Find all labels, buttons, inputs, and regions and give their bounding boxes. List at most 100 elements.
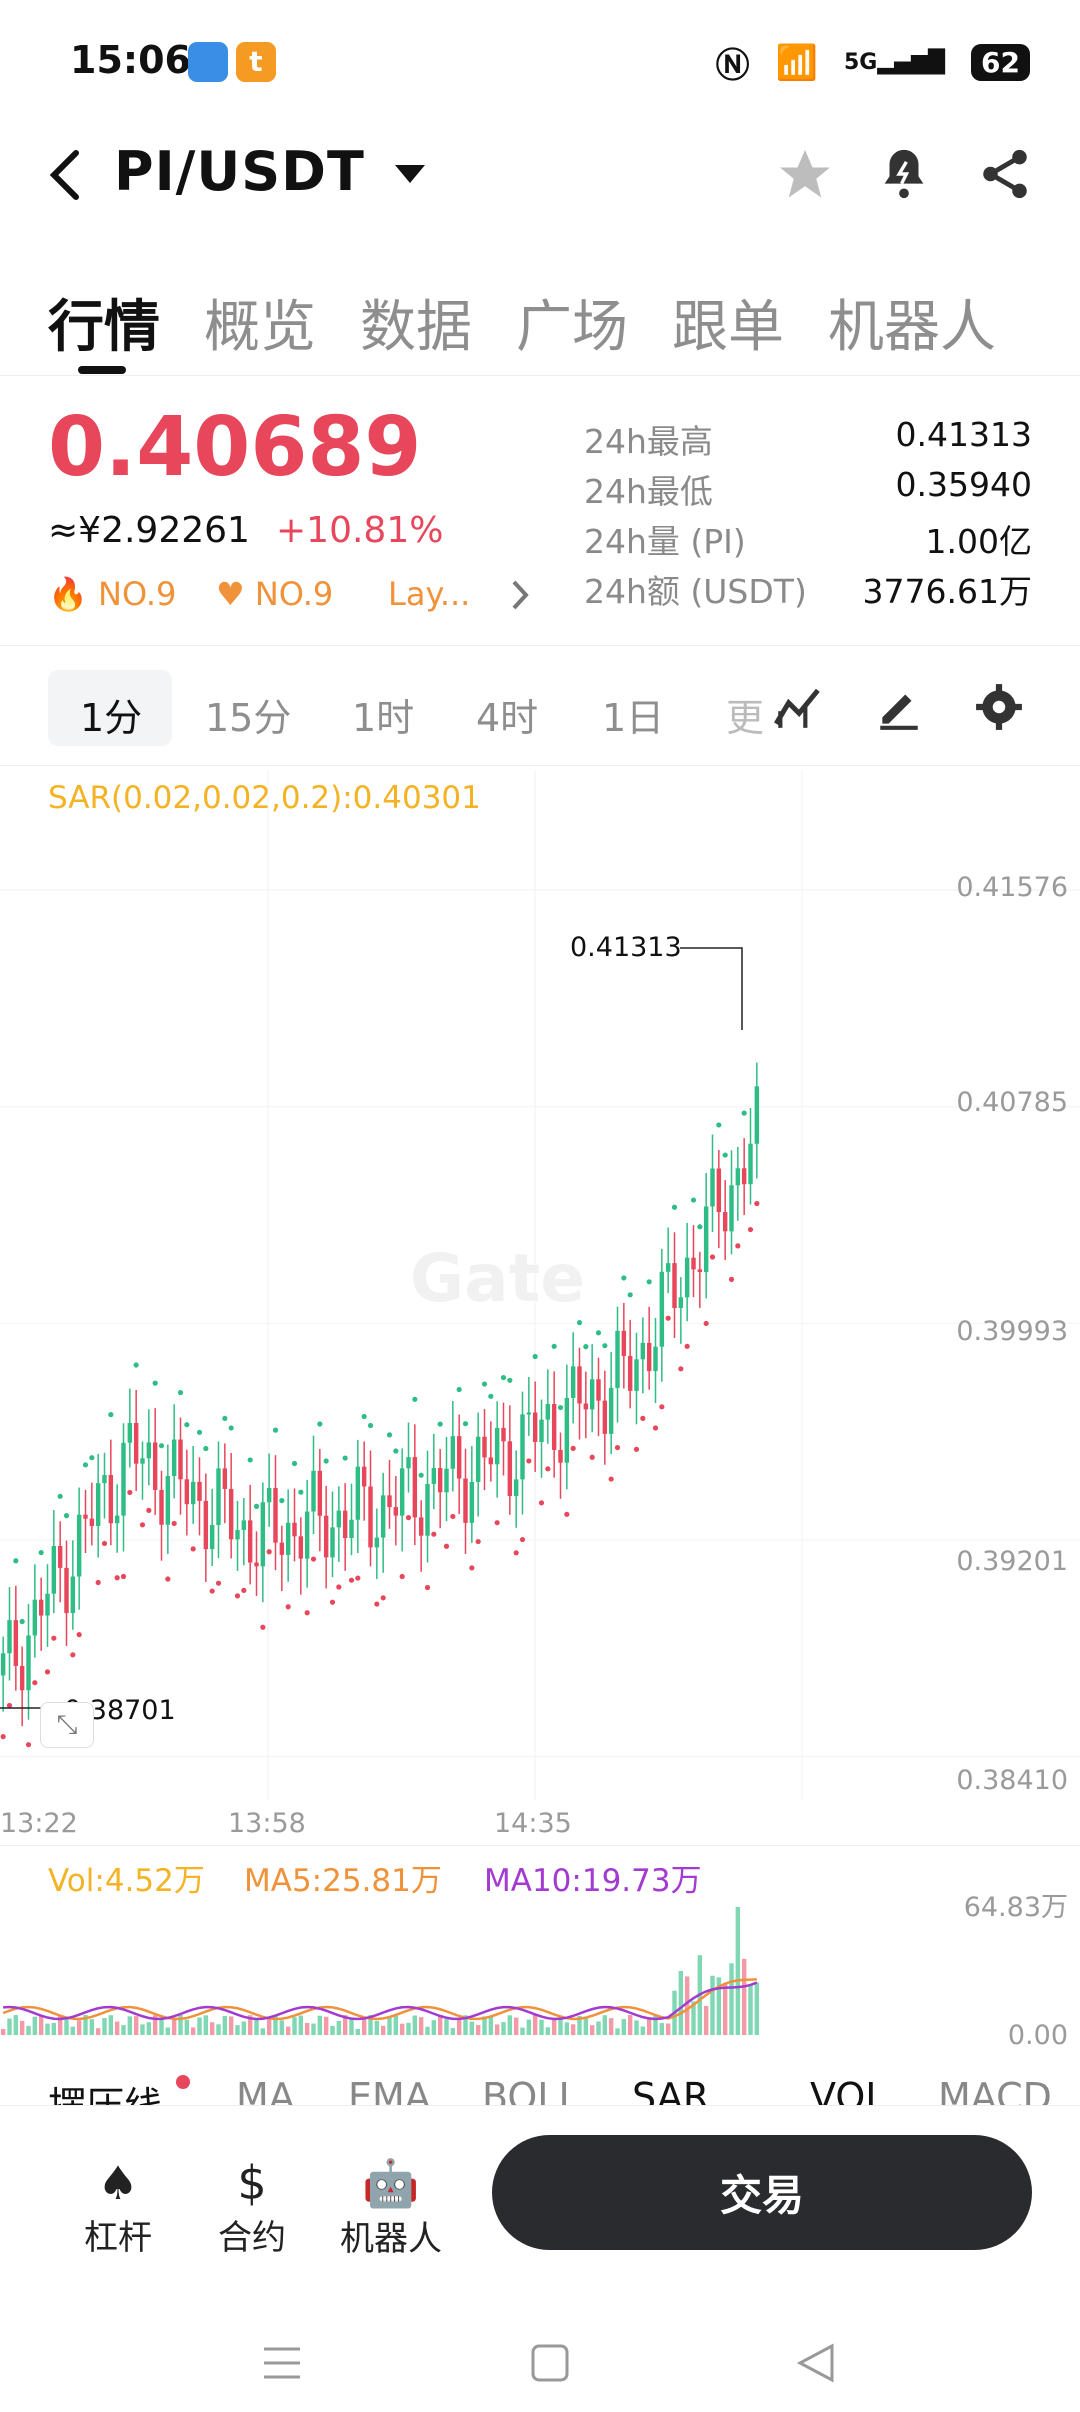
sar-dot — [279, 1498, 285, 1504]
candle-body — [368, 1486, 373, 1548]
pair-selector[interactable]: PI/USDT — [114, 140, 425, 203]
chevron-right-icon[interactable] — [508, 578, 532, 612]
indicator-tab[interactable]: EMA — [348, 2075, 431, 2105]
candle-body — [583, 1403, 589, 1410]
volume-bar — [716, 1977, 722, 2035]
status-time: 15:06 — [70, 38, 191, 82]
volume-bar — [19, 2020, 25, 2035]
futures-button[interactable]: $ 合约 — [212, 2156, 292, 2259]
candle-body — [38, 1599, 44, 1616]
star-icon[interactable] — [775, 145, 835, 205]
status-bar: 15:06 t Ⓝ 📶 5G▂▄▆█ 62 — [0, 0, 1080, 130]
sar-dot — [355, 1575, 361, 1581]
chart-watermark: Gate — [410, 1240, 586, 1317]
volume-bar — [45, 2023, 50, 2035]
sar-dot — [462, 1421, 469, 1427]
tab-market[interactable]: 行情 — [48, 295, 160, 360]
tab-indicator — [78, 366, 126, 374]
stat-value: 0.41313 — [895, 415, 1032, 454]
interval-4h[interactable]: 4时 — [476, 696, 539, 740]
candle-body — [691, 1257, 696, 1270]
indicator-tab[interactable]: SAR — [632, 2075, 710, 2105]
indicator-tab[interactable]: MA — [236, 2075, 295, 2105]
candle-body — [102, 1475, 107, 1484]
indicator-tab[interactable]: VOL — [810, 2075, 887, 2105]
alert-bell-icon[interactable] — [875, 145, 933, 203]
rank-badge-fav[interactable]: ♥ NO.9 — [216, 575, 334, 613]
tab-bot[interactable]: 机器人 — [828, 295, 996, 360]
sar-dot — [184, 1422, 190, 1428]
menu-icon[interactable] — [262, 2345, 302, 2381]
indicator-icon[interactable] — [772, 682, 822, 732]
candlestick-chart[interactable] — [0, 770, 1080, 1835]
home-icon[interactable] — [530, 2343, 570, 2383]
interval-1m[interactable]: 1分 — [80, 696, 143, 740]
draw-pencil-icon[interactable] — [874, 682, 924, 732]
indicator-tab[interactable]: MACD — [938, 2075, 1052, 2105]
rank-badge-hot[interactable]: 🔥 NO.9 — [48, 575, 177, 613]
volume-bar — [235, 2025, 240, 2035]
volume-bar — [0, 2029, 6, 2035]
trade-button[interactable]: 交易 — [492, 2135, 1032, 2250]
candle-body — [678, 1297, 684, 1309]
volume-bar — [741, 1958, 747, 2035]
volume-bar — [444, 2019, 449, 2035]
tab-copytrade[interactable]: 跟单 — [672, 295, 784, 360]
back-nav-icon[interactable] — [796, 2343, 836, 2383]
sar-dot — [595, 1330, 602, 1336]
volume-bar — [89, 2019, 95, 2035]
share-icon[interactable] — [976, 145, 1034, 203]
volume-bar — [387, 2016, 392, 2035]
bot-button[interactable]: 🤖 机器人 — [336, 2156, 446, 2260]
sar-dot — [399, 1573, 405, 1580]
price-change: +10.81% — [276, 510, 444, 551]
interval-15m[interactable]: 15分 — [205, 696, 292, 740]
interval-1d[interactable]: 1日 — [602, 696, 665, 740]
tab-data[interactable]: 数据 — [360, 295, 472, 360]
back-button[interactable] — [46, 145, 86, 205]
candle-body — [260, 1502, 266, 1567]
candle-body — [304, 1511, 310, 1559]
stat-value: 1.00亿 — [925, 522, 1032, 561]
volume-bar — [336, 2020, 342, 2035]
candle-body — [374, 1537, 380, 1548]
gear-icon[interactable] — [974, 682, 1024, 732]
interval-1h[interactable]: 1时 — [352, 696, 415, 740]
tab-overview[interactable]: 概览 — [204, 295, 316, 360]
sar-dot — [424, 1584, 431, 1591]
volume-bar — [342, 2015, 348, 2035]
volume-bar — [735, 1907, 741, 2035]
sar-dot — [519, 1536, 526, 1543]
sector-tag[interactable]: Lay... — [388, 575, 471, 613]
volume-bar — [374, 2020, 380, 2035]
candle-body — [494, 1427, 500, 1465]
indicator-tab[interactable]: BOLL — [482, 2075, 580, 2105]
vol-label: Vol:4.52万 — [48, 1863, 205, 1899]
candle-body — [127, 1422, 133, 1443]
candle-body — [450, 1436, 456, 1469]
margin-button[interactable]: ♠ 杠杆 — [78, 2156, 158, 2259]
tab-square[interactable]: 广场 — [516, 295, 628, 360]
sar-dot — [70, 1652, 76, 1658]
candle-body — [672, 1263, 677, 1309]
sar-dot — [405, 1515, 412, 1521]
volume-bar — [678, 1970, 684, 2035]
interval-more[interactable]: 更 — [726, 696, 765, 740]
status-icons: Ⓝ 📶 5G▂▄▆█ 62 — [716, 38, 1030, 87]
volume-bar — [627, 2015, 633, 2035]
stat-label: 24h量 (PI) — [584, 522, 746, 561]
indicator-tab[interactable]: 摆压线 — [48, 2075, 162, 2105]
volume-bar — [431, 2020, 437, 2035]
sar-dot — [241, 1587, 247, 1593]
volume-bar — [507, 2015, 513, 2035]
volume-ma-line — [2, 1978, 757, 2021]
candle-body — [64, 1567, 69, 1614]
sar-dot — [76, 1632, 82, 1638]
candle-body — [716, 1168, 722, 1213]
sar-dot — [234, 1593, 241, 1599]
candle-body — [140, 1458, 145, 1464]
volume-bar — [513, 2017, 519, 2035]
volume-bar — [203, 2015, 209, 2035]
sar-dot — [513, 1550, 519, 1556]
reset-zoom-button[interactable]: ⤡ — [40, 1702, 94, 1748]
